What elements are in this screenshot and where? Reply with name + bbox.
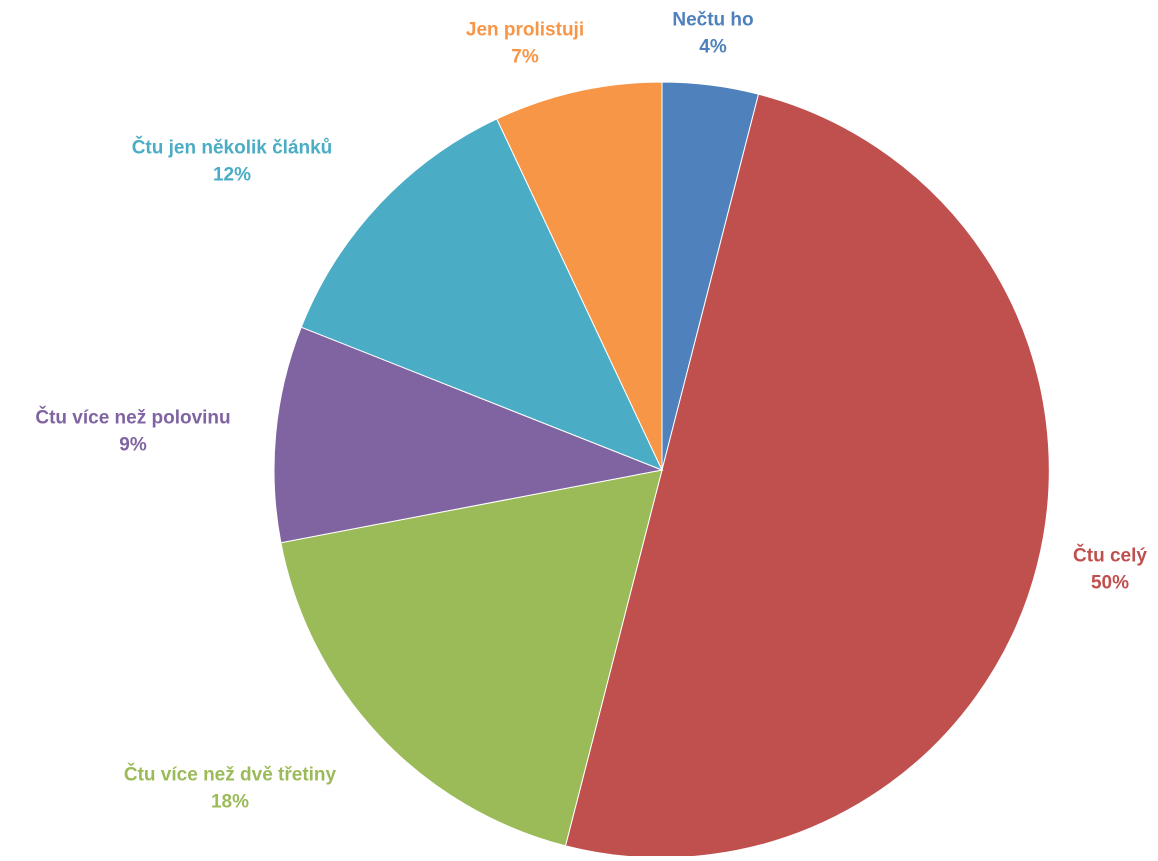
slice-category-label: Čtu více než dvě třetiny — [124, 764, 337, 786]
slice-category-label: Čtu jen několik článků — [132, 137, 333, 159]
pie-slice-3 — [280, 469, 663, 847]
slice-value-label: 50% — [1091, 573, 1129, 594]
slice-value-label: 9% — [119, 435, 147, 456]
slice-value-label: 18% — [211, 792, 249, 813]
pie-slice-4 — [273, 326, 664, 544]
slice-value-label: 4% — [699, 37, 727, 58]
pie-slice-2 — [564, 93, 1050, 859]
slice-category-label: Čtu celý — [1073, 545, 1147, 567]
pie-slice-5 — [300, 118, 663, 471]
slice-value-label: 7% — [511, 47, 539, 68]
slice-value-label: 12% — [213, 165, 251, 186]
slice-category-label: Nečtu ho — [672, 10, 753, 31]
slice-category-label: Jen prolistuji — [466, 20, 584, 41]
slice-category-label: Čtu více než polovinu — [35, 407, 230, 429]
pie-slice-6 — [496, 81, 663, 471]
pie-labels: Nečtu ho 4% Čtu celý 50% Čtu více než dvě tř… — [35, 10, 1147, 813]
pie-slices — [273, 81, 1050, 859]
